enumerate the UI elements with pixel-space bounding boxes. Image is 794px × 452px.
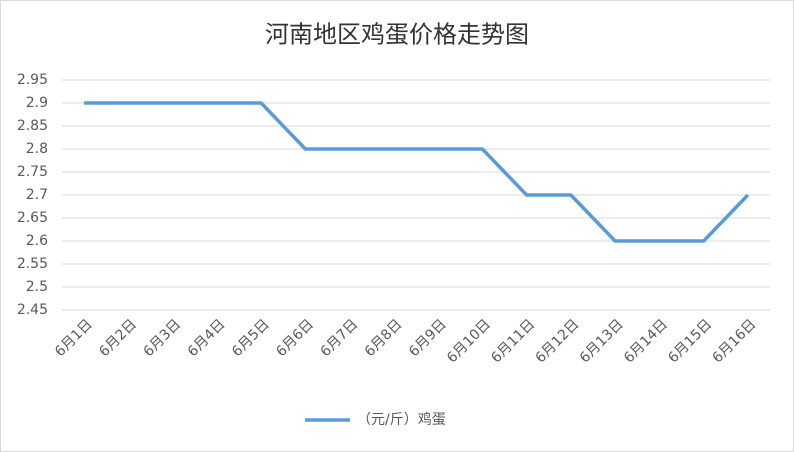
y-tick-label: 2.55	[17, 256, 48, 272]
y-tick-label: 2.6	[26, 233, 48, 249]
y-tick-label: 2.7	[26, 187, 48, 203]
legend-label: （元/斤）鸡蛋	[357, 411, 446, 428]
y-tick-label: 2.45	[17, 302, 48, 318]
y-tick-label: 2.85	[17, 118, 48, 134]
y-tick-label: 2.9	[26, 95, 48, 111]
y-tick-label: 2.75	[17, 164, 48, 180]
y-tick-label: 2.8	[26, 141, 48, 157]
y-tick-label: 2.65	[17, 210, 48, 226]
chart-title: 河南地区鸡蛋价格走势图	[265, 21, 529, 49]
line-series	[84, 101, 750, 243]
y-tick-label: 2.5	[26, 279, 48, 295]
y-tick-label: 2.95	[17, 72, 48, 88]
